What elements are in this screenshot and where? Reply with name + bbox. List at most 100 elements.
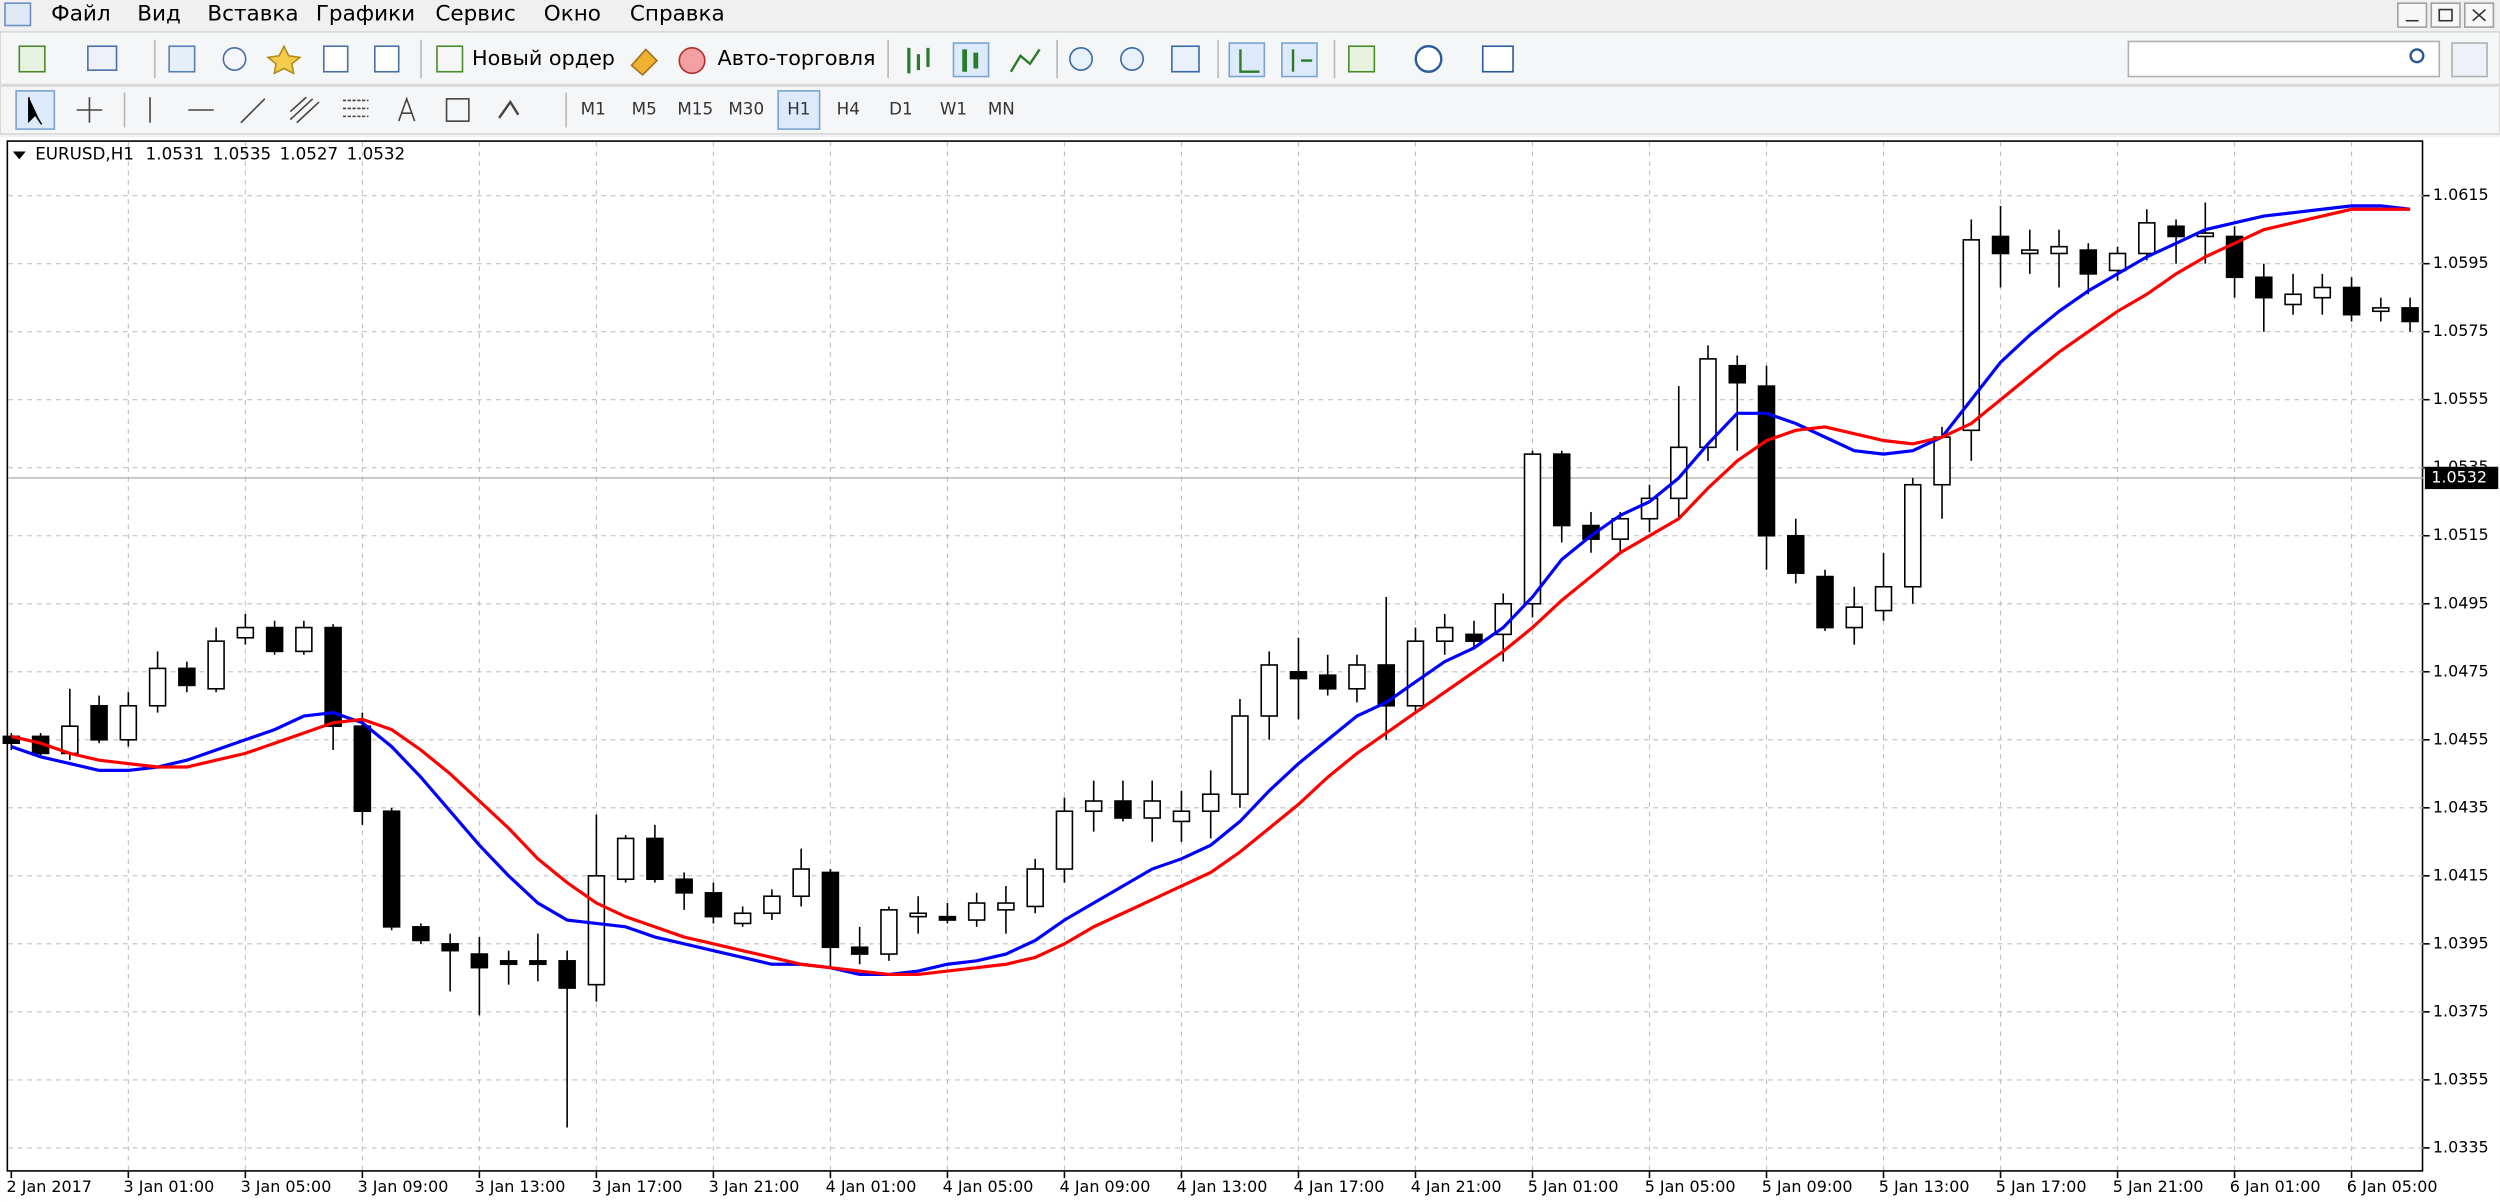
tile-windows-button[interactable] bbox=[1171, 45, 1200, 73]
timeframe-button[interactable]: M30 bbox=[728, 98, 764, 118]
candle-body bbox=[909, 912, 927, 918]
y-tick-label: 1.0395 bbox=[2433, 933, 2489, 952]
search-icon[interactable] bbox=[2409, 48, 2425, 64]
new-order-label[interactable]: Новый ордер bbox=[472, 46, 615, 70]
candle-body bbox=[1816, 575, 1834, 629]
candle-body bbox=[1933, 436, 1951, 486]
arrows-button[interactable] bbox=[498, 99, 520, 119]
candle-body bbox=[1786, 534, 1805, 574]
restore-button[interactable] bbox=[2430, 2, 2461, 28]
text-button[interactable] bbox=[397, 96, 416, 122]
candle-body bbox=[2021, 249, 2039, 255]
x-tick-label: 5 Jan 13:00 bbox=[1879, 1177, 1970, 1196]
terminal-button[interactable] bbox=[322, 45, 349, 73]
candle-body bbox=[178, 667, 196, 687]
timeframe-button[interactable]: M1 bbox=[581, 98, 606, 118]
y-tick-label: 1.0335 bbox=[2433, 1137, 2489, 1156]
timeframe-button[interactable]: D1 bbox=[889, 98, 913, 118]
candle-body bbox=[353, 725, 372, 813]
y-tick-label: 1.0375 bbox=[2433, 1001, 2489, 1020]
candle-chart-button[interactable] bbox=[952, 42, 990, 78]
x-tick-label: 4 Jan 01:00 bbox=[826, 1177, 917, 1196]
candle-body bbox=[324, 626, 342, 727]
candle-body bbox=[1757, 385, 1776, 537]
timeframe-button[interactable]: W1 bbox=[940, 98, 967, 118]
y-tick-label: 1.0515 bbox=[2433, 525, 2489, 544]
navigator-button[interactable] bbox=[266, 44, 302, 75]
candle-body bbox=[1318, 674, 1337, 690]
candle-body bbox=[880, 909, 898, 955]
menu-item[interactable]: Справка bbox=[630, 1, 725, 26]
menu-item[interactable]: Вставка bbox=[207, 1, 298, 26]
candle-body bbox=[2079, 249, 2098, 275]
candle-body bbox=[2313, 286, 2332, 299]
candle-body bbox=[2138, 222, 2156, 255]
x-tick-label: 3 Jan 01:00 bbox=[124, 1177, 215, 1196]
line-chart-button[interactable] bbox=[1009, 48, 1041, 73]
chart-menu-arrow[interactable] bbox=[12, 151, 26, 160]
timeframe-button[interactable]: M5 bbox=[632, 98, 657, 118]
header-low: 1.0527 bbox=[280, 143, 339, 163]
timeframe-button[interactable]: MN bbox=[988, 98, 1015, 118]
selected-timeframe bbox=[777, 90, 821, 130]
candle-body bbox=[2050, 245, 2068, 255]
candle-body bbox=[236, 626, 255, 639]
menu-bar bbox=[0, 0, 2500, 31]
tester-button[interactable] bbox=[374, 45, 400, 73]
market-watch-button[interactable] bbox=[168, 45, 196, 73]
cursor-button[interactable] bbox=[15, 90, 56, 130]
community-button[interactable] bbox=[2451, 42, 2488, 78]
zoom-out-button[interactable] bbox=[1120, 47, 1144, 71]
candle-body bbox=[119, 704, 138, 741]
candle-body bbox=[1114, 800, 1132, 819]
fibo-button[interactable] bbox=[342, 99, 369, 118]
toolbar bbox=[0, 85, 2500, 135]
candle-body bbox=[1845, 606, 1864, 629]
candle-body bbox=[382, 810, 401, 928]
x-tick-label: 6 Jan 05:00 bbox=[2347, 1177, 2438, 1196]
menu-item[interactable]: Окно bbox=[544, 1, 601, 26]
zoom-in-button[interactable] bbox=[1069, 47, 1093, 71]
periods-button[interactable] bbox=[1414, 45, 1443, 73]
search-box[interactable] bbox=[2127, 40, 2441, 78]
drawing-tools bbox=[15, 90, 821, 130]
candle-body bbox=[412, 926, 430, 942]
candle-body bbox=[1582, 524, 1600, 540]
indicators-button[interactable] bbox=[1348, 45, 1376, 73]
channel-button[interactable] bbox=[289, 96, 320, 124]
candle-body bbox=[587, 875, 606, 986]
crosshair-button[interactable] bbox=[76, 97, 103, 123]
menu-item[interactable]: Сервис bbox=[435, 1, 515, 26]
x-tick-label: 3 Jan 21:00 bbox=[709, 1177, 800, 1196]
templates-button[interactable] bbox=[1481, 45, 1514, 73]
candle-body bbox=[704, 892, 723, 918]
candle-body bbox=[1523, 453, 1542, 605]
metaeditor-button[interactable] bbox=[630, 48, 659, 77]
toolbar-icons bbox=[18, 39, 2488, 79]
auto-trading-label[interactable]: Авто-торговля bbox=[718, 46, 876, 70]
label-button[interactable] bbox=[445, 98, 470, 122]
candle-body bbox=[499, 960, 518, 966]
new-order-icon[interactable] bbox=[436, 45, 464, 73]
candle-body bbox=[1260, 664, 1278, 717]
new-chart-button[interactable] bbox=[18, 45, 46, 73]
timeframe-button[interactable]: H1 bbox=[787, 98, 810, 118]
menu-item[interactable]: Файл bbox=[51, 1, 110, 26]
minimize-button[interactable] bbox=[2397, 2, 2428, 28]
header-close: 1.0532 bbox=[347, 143, 406, 163]
data-window-button[interactable] bbox=[222, 47, 247, 71]
timeframe-button[interactable]: H4 bbox=[837, 98, 860, 118]
profiles-button[interactable] bbox=[87, 45, 118, 71]
candle-body bbox=[1406, 640, 1425, 707]
candle-body bbox=[1962, 239, 1981, 432]
auto-trading-icon[interactable] bbox=[678, 47, 706, 75]
timeframe-button[interactable]: M15 bbox=[677, 98, 713, 118]
candle-body bbox=[675, 878, 693, 894]
y-tick-label: 1.0415 bbox=[2433, 865, 2489, 884]
trendline-button[interactable] bbox=[240, 98, 266, 124]
menu-item[interactable]: Графики bbox=[316, 1, 415, 26]
bid-label: 1.0532 bbox=[2431, 467, 2487, 486]
menu-item[interactable]: Вид bbox=[137, 1, 181, 26]
bar-chart-button[interactable] bbox=[907, 47, 930, 74]
